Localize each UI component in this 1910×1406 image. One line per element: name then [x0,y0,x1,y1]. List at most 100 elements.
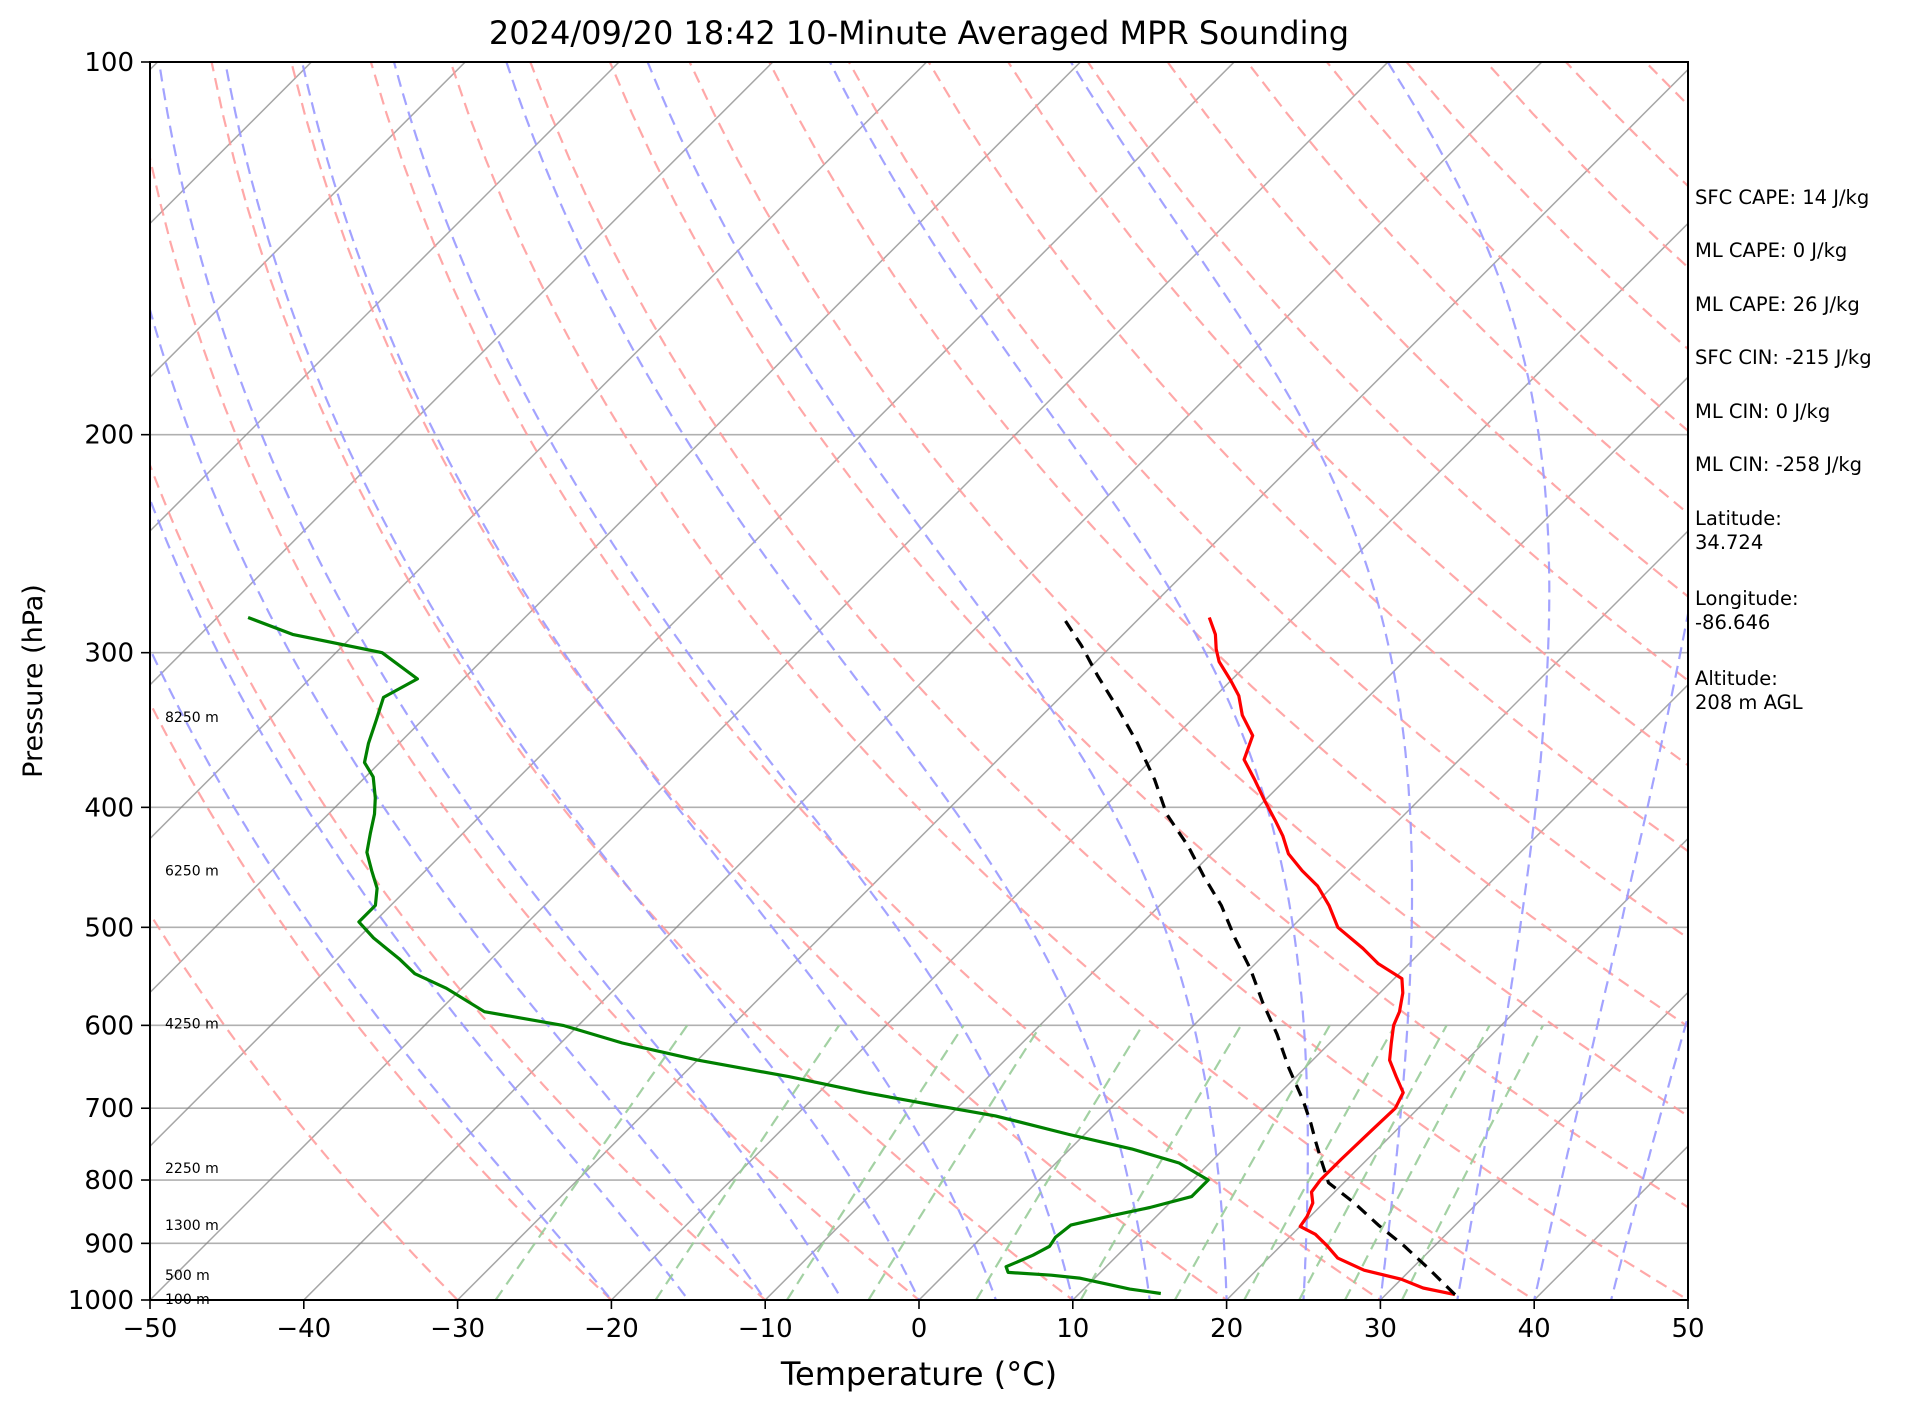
moist-adiabat-line [392,62,1074,1300]
x-tick-label: 40 [1518,1314,1551,1344]
isotherm-line [918,529,1688,1300]
isotherm-line [150,62,466,379]
reference-lines [150,62,1688,1300]
height-label: 2250 m [165,1161,219,1177]
isotherm-line [764,376,1688,1300]
dry-adiabat-line [1166,62,1688,598]
moist-adiabat-line [150,496,690,1300]
x-tick-label: −50 [123,1314,178,1344]
mixing-ratio-line [786,1024,965,1300]
height-label: 4250 m [165,1017,219,1033]
isotherm-line [150,62,620,533]
moist-adiabat-line [828,62,1309,1300]
isotherm-line [150,62,774,686]
mixing-ratio-line [654,1024,841,1300]
height-label: 500 m [165,1268,210,1284]
isotherm-line [150,62,928,840]
plot-frame [149,61,1689,1301]
moist-adiabat-line [1533,607,1688,1300]
x-tick-label: 30 [1364,1314,1397,1344]
background-grid [0,62,1688,1300]
dry-adiabat-line [449,62,1537,1300]
x-tick-label: −40 [276,1314,331,1344]
moist-adiabat-line [1069,62,1414,1300]
dry-adiabat-line [210,62,1075,1300]
parcel-profile-line [1061,616,1457,1296]
isotherm-line [1379,991,1688,1300]
x-axis: −50 −40 −30 −20 −10 0 10 20 30 40 50 [123,1300,1705,1344]
longitude-value: -86.646 [1695,611,1771,634]
x-tick-label: 20 [1210,1314,1243,1344]
moist-adiabat-line [158,62,844,1300]
x-tick-label: −30 [430,1314,485,1344]
y-tick-label: 900 [84,1229,134,1259]
mixing-ratio-line [1243,1024,1396,1300]
latitude-label: Latitude: [1695,507,1782,530]
y-tick-label: 200 [84,421,134,451]
moist-adiabat-line [301,62,998,1300]
dry-adiabat-line [768,62,1688,1028]
y-tick-label: 400 [84,793,134,823]
moist-adiabat-line [150,305,767,1300]
altitude-value: 208 m AGL [1695,691,1803,714]
mixing-ratio-line [1079,1024,1242,1300]
dry-adiabat-line [529,62,1688,1300]
isotherm-line [150,62,1081,994]
mixing-ratio-line [494,1024,689,1300]
mixing-ratio-line [1173,1024,1331,1300]
isotherm-line [1072,683,1688,1300]
dry-adiabat-line [150,700,614,1300]
dry-adiabat-line [688,62,1688,1118]
ml-cape-text-2: ML CAPE: 26 J/kg [1695,293,1860,316]
sounding-profiles [247,616,1457,1297]
longitude-label: Longitude: [1695,587,1799,610]
mixing-ratio-line [1298,1024,1448,1300]
x-axis-label: Temperature (°C) [780,1355,1057,1393]
moist-adiabat-line [150,646,613,1300]
sfc-cape-text: SFC CAPE: 14 J/kg [1695,186,1870,209]
isotherm-line [457,68,1688,1300]
y-tick-label: 800 [84,1166,134,1196]
dewpoint-profile-line [247,616,1210,1296]
x-tick-label: 50 [1671,1314,1704,1344]
isotherm-line [0,62,4,1300]
dry-adiabat-line [369,62,1383,1300]
isotherm-line [1226,837,1688,1300]
moist-adiabat-line [505,62,1151,1300]
x-tick-label: −20 [584,1314,639,1344]
height-label: 8250 m [165,710,219,726]
x-tick-label: 0 [911,1314,928,1344]
ml-cin-text-2: ML CIN: -258 J/kg [1695,453,1863,476]
isotherm-line [150,62,1235,1148]
dry-adiabat-line [608,62,1688,1209]
latitude-value: 34.724 [1695,531,1764,554]
moist-adiabat-line [1386,62,1551,1300]
x-tick-label: −10 [738,1314,793,1344]
y-tick-label: 1000 [68,1286,134,1316]
moist-adiabat-line [224,62,921,1300]
moist-adiabat-line [646,62,1228,1300]
y-axis: 100 200 300 400 500 600 700 800 900 1000 [68,48,150,1316]
temperature-profile-line [1207,616,1456,1297]
y-tick-label: 700 [84,1094,134,1124]
height-label: 6250 m [165,864,219,880]
isotherm-line [150,62,1389,1300]
ml-cape-text: ML CAPE: 0 J/kg [1695,239,1848,262]
dry-adiabat-line [927,62,1688,853]
x-tick-label: 10 [1056,1314,1089,1344]
dry-adiabat-line [150,911,460,1300]
dry-adiabat-line [290,62,1229,1300]
height-label: 1300 m [165,1218,219,1234]
dry-adiabat-line [150,462,767,1300]
chart-title: 2024/09/20 18:42 10-Minute Averaged MPR … [489,14,1349,52]
mixing-ratio-line [1344,1024,1491,1300]
y-tick-label: 500 [84,913,134,943]
dry-adiabat-line [150,152,921,1300]
mixing-ratio-line [975,1024,1144,1300]
altitude-label: Altitude: [1695,667,1778,690]
y-tick-label: 300 [84,639,134,669]
sfc-cin-text: SFC CIN: -215 J/kg [1695,346,1872,369]
mixing-ratio-line [867,1024,1042,1300]
